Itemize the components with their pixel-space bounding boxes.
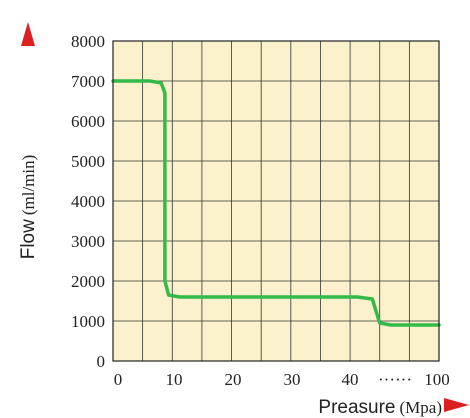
x-tick-label: 20: [225, 370, 242, 389]
grid-lines: [113, 41, 439, 361]
y-tick-labels: 0 1000 2000 3000 4000 5000 6000 7000 8000: [71, 32, 105, 371]
y-axis-arrow-icon: [21, 22, 35, 46]
x-axis-label-text: Preasure: [318, 397, 395, 418]
x-tick-label: ······: [378, 370, 412, 389]
y-tick-label: 0: [97, 352, 106, 371]
x-tick-label: 40: [342, 370, 359, 389]
x-axis-arrow-icon: [444, 398, 469, 412]
y-tick-label: 5000: [71, 152, 105, 171]
x-axis-label: Preasure (Mpa): [318, 397, 442, 418]
y-axis-label-text: Flow: [18, 219, 39, 259]
y-tick-label: 2000: [71, 272, 105, 291]
y-tick-label: 1000: [71, 312, 105, 331]
x-tick-labels: 0 10 20 30 40 ······ 100: [114, 370, 450, 389]
series-line: [111, 79, 441, 327]
x-tick-label: 100: [424, 370, 450, 389]
y-axis-label-unit: (ml/min): [19, 155, 38, 215]
y-tick-label: 8000: [71, 32, 105, 51]
y-axis-label: Flow (ml/min): [18, 155, 39, 260]
y-tick-label: 7000: [71, 72, 105, 91]
x-tick-label: 0: [114, 370, 123, 389]
x-tick-label: 10: [166, 370, 183, 389]
plot-border: [112, 40, 440, 362]
x-tick-label: 30: [284, 370, 301, 389]
y-tick-label: 4000: [71, 192, 105, 211]
y-tick-label: 3000: [71, 232, 105, 251]
x-axis-label-unit: (Mpa): [400, 398, 442, 417]
y-tick-label: 6000: [71, 112, 105, 131]
